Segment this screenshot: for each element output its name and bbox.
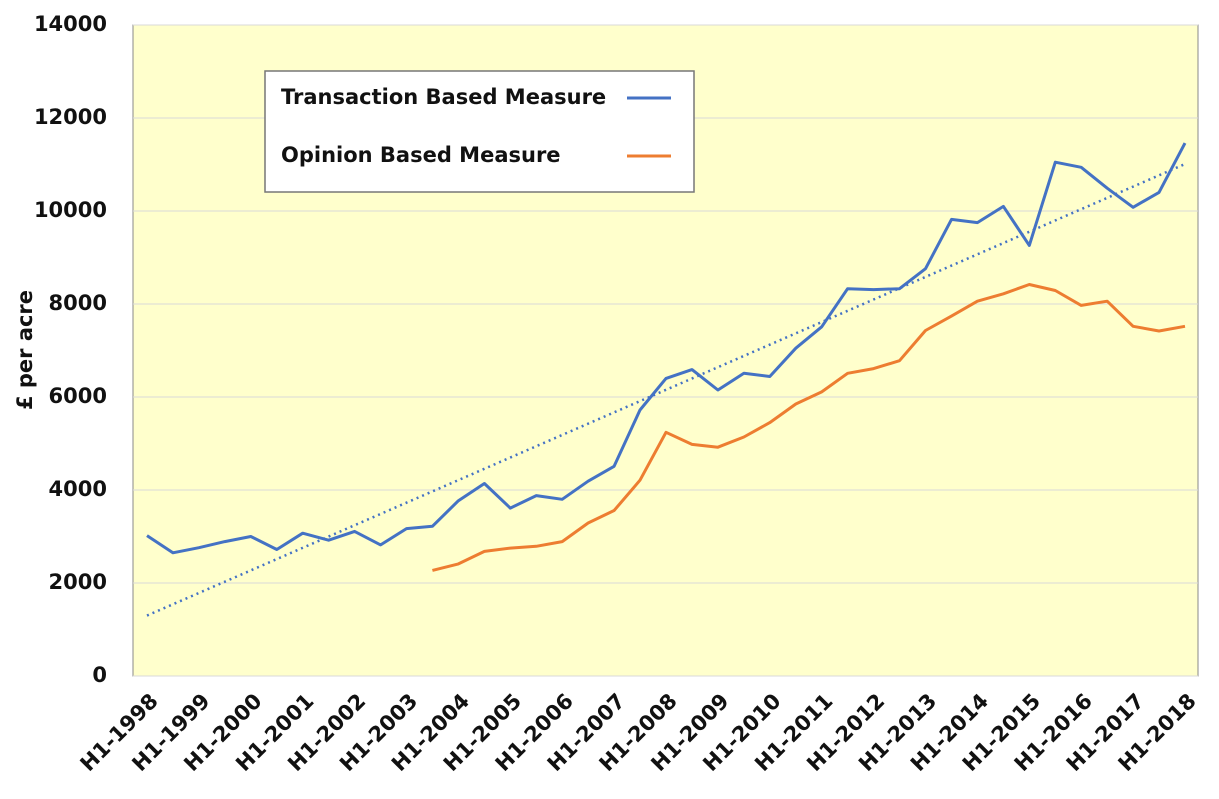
legend-label: Transaction Based Measure — [281, 85, 606, 109]
legend-box — [264, 70, 695, 193]
y-tick-label: 2000 — [49, 570, 107, 594]
y-tick-label: 12000 — [34, 105, 107, 129]
y-tick-label: 8000 — [49, 291, 107, 315]
y-tick-label: 0 — [92, 663, 107, 687]
legend: Transaction Based Measure Opinion Based M… — [264, 70, 695, 193]
series-line — [146, 142, 1187, 555]
y-tick-label: 6000 — [49, 384, 107, 408]
y-tick-label: 4000 — [49, 477, 107, 501]
legend-label: Opinion Based Measure — [281, 143, 561, 167]
y-tick-label: 14000 — [34, 12, 107, 36]
y-axis-label: £ per acre — [13, 290, 37, 410]
trend-line — [146, 162, 1186, 617]
y-tick-label: 10000 — [34, 198, 107, 222]
series-line — [432, 283, 1186, 572]
